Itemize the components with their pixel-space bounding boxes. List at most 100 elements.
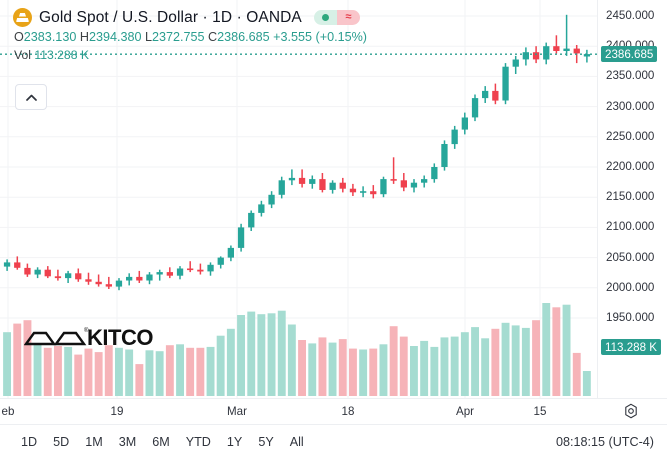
candle-body [329, 182, 336, 190]
range-button-1y[interactable]: 1Y [226, 434, 243, 449]
range-button-all[interactable]: All [289, 434, 304, 449]
time-tick-label: 15 [533, 405, 547, 418]
volume-bar [308, 343, 317, 396]
collapse-pane-button[interactable] [15, 84, 47, 110]
candle-body [156, 272, 163, 275]
candle-body [95, 281, 102, 285]
range-buttons: 1D 5D 1M 3M 6M YTD 1Y 5Y All [0, 432, 312, 452]
volume-bar [440, 337, 449, 396]
time-tick-label: 18 [341, 405, 355, 418]
volume-bar [420, 340, 429, 396]
candle-body [400, 180, 407, 188]
price-tick-label: 1950.000 [606, 311, 655, 324]
volume-bar [84, 348, 93, 396]
candle-body [390, 179, 397, 181]
volume-bar [460, 332, 469, 396]
ohlc-row: O2383.130 H2394.380 L2372.755 C2386.685 … [0, 27, 600, 44]
volume-bar [298, 340, 306, 396]
candle-body [339, 182, 346, 189]
price-axis[interactable]: 2450.0002400.0002350.0002300.0002250.000… [597, 0, 667, 398]
candle-body [207, 264, 214, 272]
candle-body [482, 90, 489, 99]
range-button-5d[interactable]: 5D [53, 434, 70, 449]
range-button-5y[interactable]: 5Y [258, 434, 274, 449]
range-button-1d[interactable]: 1D [21, 434, 38, 449]
symbol-title[interactable]: Gold Spot / U.S. Dollar · 1D · OANDA [39, 8, 302, 26]
axis-settings-button[interactable] [620, 400, 642, 422]
volume-bar [379, 344, 388, 396]
volume-bar [501, 322, 510, 396]
current-volume-badge[interactable]: 113.288 K [601, 339, 662, 356]
candle-body [380, 179, 387, 195]
candle-body [14, 262, 21, 268]
market-open-dot-icon [313, 10, 337, 25]
candle-body [421, 179, 428, 183]
close-value: 2386.685 [217, 30, 270, 44]
candle-body [278, 180, 285, 195]
candle-body [451, 129, 458, 145]
volume-bar [582, 371, 591, 396]
volume-bar [145, 350, 154, 396]
price-chart-plot[interactable] [0, 0, 597, 398]
price-tick-label: 2050.000 [606, 250, 655, 264]
time-tick-label: Mar [227, 405, 247, 418]
high-value: 2394.380 [88, 30, 142, 44]
range-button-ytd[interactable]: YTD [185, 434, 211, 449]
open-label: O [14, 30, 24, 44]
symbol-row[interactable]: Gold Spot / U.S. Dollar · 1D · OANDA ≈ [0, 0, 600, 27]
time-axis[interactable]: eb 19 Mar 18 Apr 15 [0, 398, 667, 425]
candle-body [573, 48, 580, 54]
candle-body [543, 46, 550, 60]
approx-icon: ≈ [336, 10, 360, 25]
candle-body [176, 268, 184, 276]
chart-canvas [0, 0, 597, 398]
volume-bar [13, 323, 22, 396]
candle-body [441, 144, 448, 167]
price-tick-label: 2000.000 [606, 280, 655, 294]
volume-bar [287, 324, 296, 396]
candle-body [268, 194, 275, 205]
volume-bar [176, 344, 184, 396]
clock-label: 08:18:15 (UTC-4) [556, 434, 654, 449]
volume-bar [206, 346, 215, 396]
range-button-3m[interactable]: 3M [118, 434, 137, 449]
candle-body [34, 269, 41, 275]
volume-bar [481, 338, 490, 396]
candle-body [461, 117, 468, 130]
candle-body [492, 90, 499, 101]
candle-body [197, 269, 204, 272]
candle-body [410, 182, 418, 188]
volume-bar [267, 313, 276, 396]
candle-body [136, 276, 143, 281]
range-button-6m[interactable]: 6M [152, 434, 170, 449]
change-percent: (+0.15%) [315, 30, 367, 44]
candle-body [563, 48, 570, 51]
candle-body [360, 191, 367, 193]
candle-body [319, 179, 326, 190]
candle-body [237, 227, 245, 248]
volume-bar [216, 335, 225, 396]
volume-bar [74, 354, 83, 396]
candle-body [370, 191, 377, 195]
volume-bar [257, 314, 266, 396]
candle-body [512, 59, 519, 67]
volume-bar [165, 345, 174, 396]
bottom-toolbar: 1D 5D 1M 3M 6M YTD 1Y 5Y All 08:18:15 (UTC-4) [0, 424, 667, 458]
volume-bar [572, 352, 581, 396]
volume-bar [94, 352, 103, 396]
candle-body [24, 267, 31, 275]
range-button-1m[interactable]: 1M [85, 434, 103, 449]
low-label: L [144, 30, 152, 44]
volume-bar [115, 347, 123, 396]
chevron-up-icon [25, 94, 37, 101]
time-tick-label: 19 [110, 405, 124, 418]
candle-body [522, 52, 529, 60]
market-status-badge[interactable]: ≈ [313, 10, 360, 25]
volume-bar [186, 347, 195, 396]
current-price-badge[interactable]: 2386.685 [601, 46, 658, 63]
volume-bar [471, 327, 479, 396]
candle-body [248, 212, 255, 228]
volume-bar [410, 346, 418, 396]
candle-body [583, 54, 591, 57]
